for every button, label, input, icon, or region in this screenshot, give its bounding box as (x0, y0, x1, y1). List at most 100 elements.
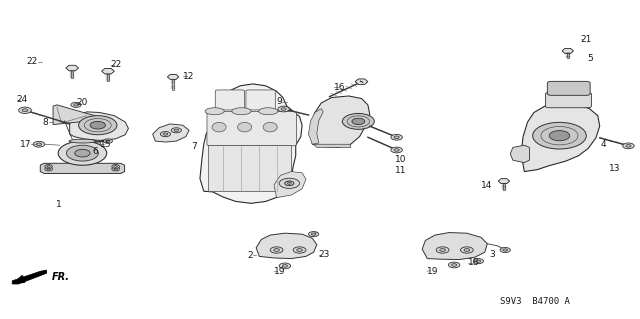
Text: FR.: FR. (52, 272, 70, 282)
Ellipse shape (237, 122, 252, 132)
Circle shape (500, 248, 510, 253)
Text: 15: 15 (100, 140, 111, 149)
Text: 19: 19 (428, 267, 439, 276)
Polygon shape (360, 81, 362, 82)
Text: S9V3  B4700 A: S9V3 B4700 A (500, 297, 570, 306)
Polygon shape (153, 124, 189, 142)
Text: 9: 9 (276, 97, 282, 106)
Circle shape (549, 130, 570, 141)
Circle shape (274, 249, 280, 251)
Polygon shape (498, 179, 509, 183)
Text: 6: 6 (92, 147, 98, 156)
Polygon shape (71, 68, 74, 78)
Text: 5: 5 (587, 54, 593, 63)
Circle shape (163, 133, 168, 135)
Circle shape (308, 232, 319, 237)
Circle shape (394, 149, 399, 151)
Circle shape (282, 265, 287, 267)
Circle shape (297, 249, 303, 251)
Circle shape (33, 141, 45, 147)
Polygon shape (502, 181, 505, 190)
Text: 23: 23 (319, 250, 330, 259)
Text: 22: 22 (26, 57, 38, 66)
Text: 24: 24 (17, 95, 28, 104)
Polygon shape (308, 109, 323, 144)
Circle shape (104, 139, 113, 143)
Circle shape (112, 165, 120, 168)
Circle shape (112, 167, 120, 171)
Circle shape (47, 168, 51, 170)
Bar (208, 145, 291, 191)
Circle shape (436, 247, 449, 253)
Polygon shape (107, 71, 109, 81)
Text: 19: 19 (274, 267, 285, 276)
Text: 13: 13 (609, 164, 620, 173)
Text: 10: 10 (396, 155, 407, 164)
Polygon shape (310, 96, 370, 147)
Polygon shape (422, 233, 487, 260)
Polygon shape (521, 103, 600, 172)
Polygon shape (172, 77, 174, 90)
Circle shape (476, 260, 481, 262)
Polygon shape (566, 51, 569, 58)
Circle shape (174, 129, 179, 131)
Polygon shape (562, 48, 573, 53)
Circle shape (45, 167, 52, 171)
Circle shape (74, 104, 78, 106)
Circle shape (172, 128, 181, 133)
Polygon shape (168, 74, 179, 79)
Polygon shape (66, 65, 79, 71)
Text: 21: 21 (580, 35, 592, 44)
Circle shape (473, 259, 483, 264)
Polygon shape (510, 145, 529, 163)
Circle shape (279, 178, 300, 189)
Circle shape (342, 114, 374, 129)
Text: 8: 8 (43, 117, 49, 127)
Circle shape (311, 233, 316, 235)
Circle shape (352, 118, 365, 124)
Circle shape (449, 262, 460, 268)
Text: 16: 16 (334, 83, 346, 92)
Text: 4: 4 (601, 140, 607, 149)
Circle shape (503, 249, 508, 251)
Circle shape (22, 109, 28, 112)
Circle shape (19, 107, 31, 114)
Ellipse shape (205, 108, 224, 115)
Text: 17: 17 (20, 140, 31, 149)
Text: 11: 11 (396, 166, 407, 175)
Circle shape (75, 149, 90, 157)
FancyBboxPatch shape (215, 90, 244, 110)
Polygon shape (102, 69, 115, 74)
Circle shape (36, 143, 42, 145)
Polygon shape (200, 84, 302, 203)
Text: 22: 22 (111, 60, 122, 69)
Text: 20: 20 (76, 99, 88, 108)
Ellipse shape (263, 122, 277, 132)
Ellipse shape (212, 122, 226, 132)
Circle shape (285, 181, 294, 186)
FancyBboxPatch shape (545, 93, 591, 108)
Circle shape (106, 140, 110, 142)
Circle shape (285, 181, 294, 186)
Polygon shape (74, 140, 102, 154)
Circle shape (391, 134, 403, 140)
Circle shape (161, 131, 171, 137)
Polygon shape (70, 112, 129, 140)
Circle shape (440, 249, 445, 251)
Text: 18: 18 (468, 258, 479, 267)
FancyBboxPatch shape (547, 81, 590, 95)
Circle shape (270, 247, 283, 253)
Text: 12: 12 (182, 72, 194, 81)
Circle shape (532, 122, 586, 149)
Circle shape (391, 147, 403, 153)
Polygon shape (314, 144, 351, 147)
Circle shape (279, 263, 291, 269)
Polygon shape (256, 233, 317, 259)
Circle shape (114, 166, 117, 167)
Circle shape (45, 165, 52, 168)
Circle shape (452, 264, 457, 266)
Circle shape (461, 247, 473, 253)
FancyBboxPatch shape (246, 90, 275, 110)
Circle shape (278, 106, 289, 112)
Polygon shape (53, 105, 95, 124)
